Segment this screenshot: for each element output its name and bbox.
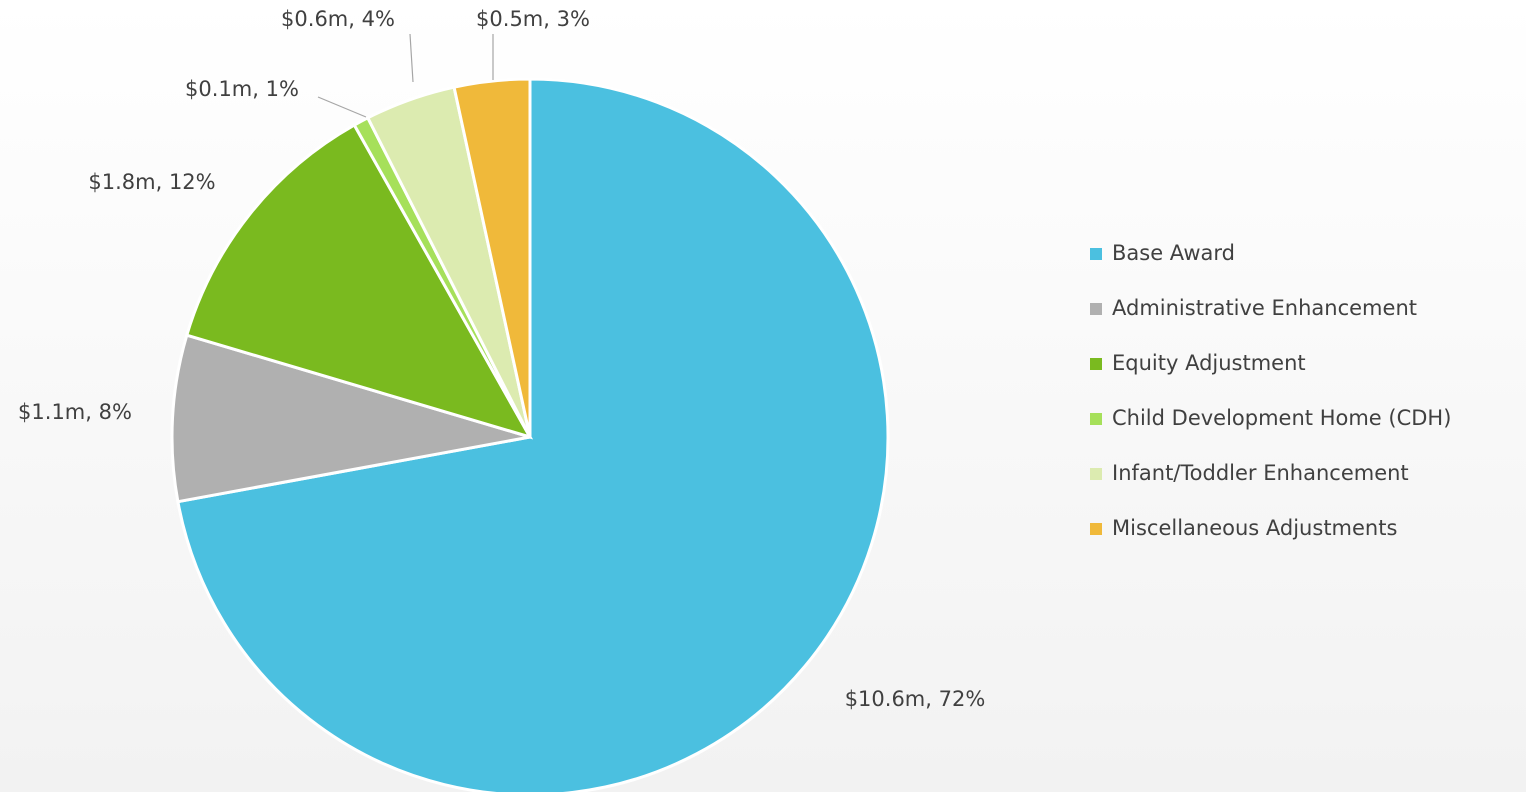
legend-label: Infant/Toddler Enhancement (1112, 461, 1409, 485)
pie-slice (170, 333, 531, 504)
legend-swatch (1090, 413, 1102, 425)
pie-slice (184, 123, 534, 440)
legend-label: Child Development Home (CDH) (1112, 406, 1451, 430)
legend-swatch (1090, 248, 1102, 260)
data-label: $0.6m, 4% (281, 7, 395, 31)
data-label: $10.6m, 72% (845, 687, 986, 711)
pie-slice (176, 77, 890, 792)
data-label: $1.1m, 8% (18, 400, 132, 424)
legend-swatch (1090, 358, 1102, 370)
legend-label: Base Award (1112, 241, 1235, 265)
legend-swatch (1090, 468, 1102, 480)
pie-slice (452, 77, 532, 438)
data-label: $0.1m, 1% (185, 77, 299, 101)
legend-swatch (1090, 303, 1102, 315)
legend-label: Miscellaneous Adjustments (1112, 516, 1397, 540)
leader-line (409, 33, 414, 83)
legend-label: Equity Adjustment (1112, 351, 1306, 375)
leader-line (317, 96, 367, 118)
legend-swatch (1090, 523, 1102, 535)
legend-label: Administrative Enhancement (1112, 296, 1417, 320)
data-label: $1.8m, 12% (88, 170, 215, 194)
data-label: $0.5m, 3% (476, 7, 590, 31)
